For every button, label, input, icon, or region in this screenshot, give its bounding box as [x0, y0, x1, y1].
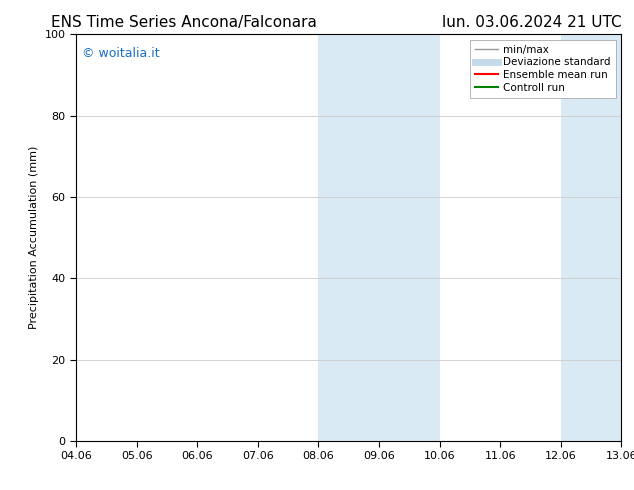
Y-axis label: Precipitation Accumulation (mm): Precipitation Accumulation (mm) — [29, 146, 39, 329]
Bar — [318, 34, 379, 441]
Text: lun. 03.06.2024 21 UTC: lun. 03.06.2024 21 UTC — [442, 15, 621, 30]
Bar — [379, 34, 439, 441]
Bar — [560, 34, 621, 441]
Text: © woitalia.it: © woitalia.it — [82, 47, 159, 59]
Text: ENS Time Series Ancona/Falconara: ENS Time Series Ancona/Falconara — [51, 15, 316, 30]
Legend: min/max, Deviazione standard, Ensemble mean run, Controll run: min/max, Deviazione standard, Ensemble m… — [470, 40, 616, 98]
